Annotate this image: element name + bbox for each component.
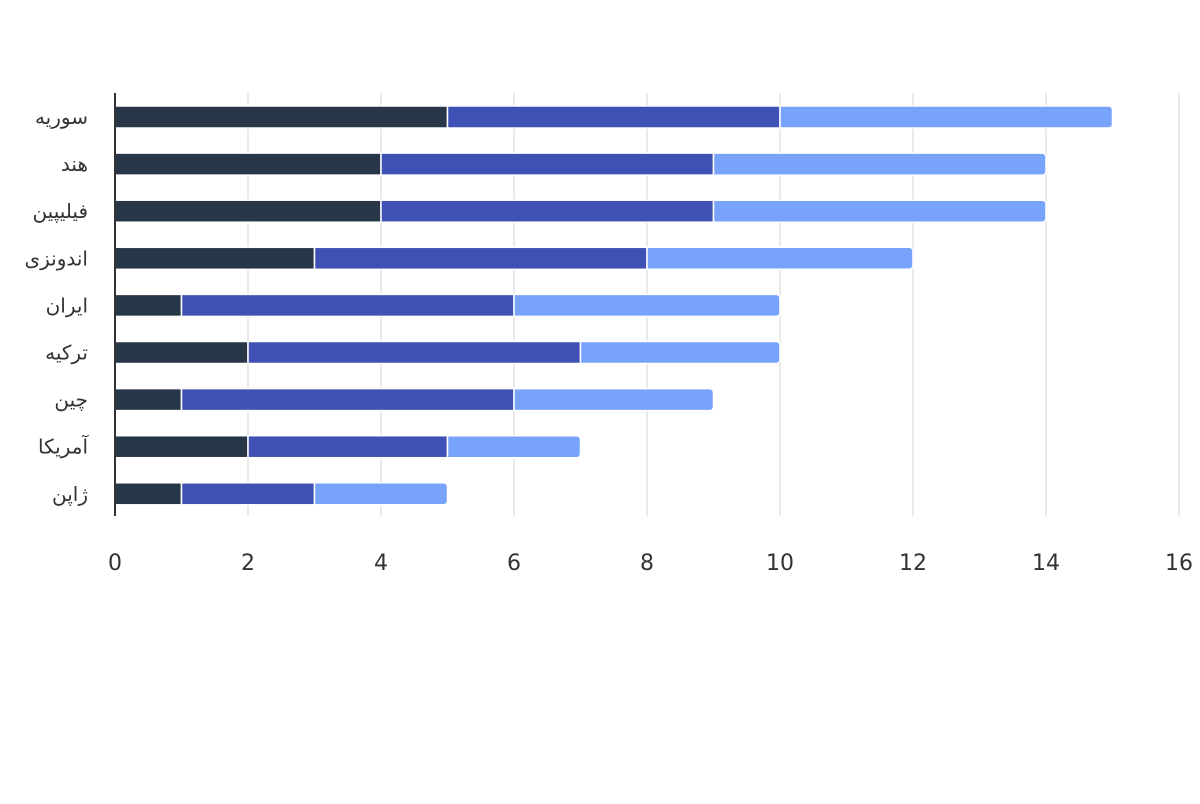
bar-segment xyxy=(180,293,515,318)
y-tick-label: سوریه xyxy=(35,105,88,129)
y-tick-label: آمریکا xyxy=(38,434,89,459)
bar-layer xyxy=(114,105,1114,506)
bar-segment xyxy=(114,293,183,318)
bar-segment xyxy=(114,246,316,271)
y-tick-label: ایران xyxy=(46,293,88,317)
bar-segment xyxy=(446,105,781,129)
x-tick-label: 14 xyxy=(1032,551,1060,576)
bar-segment xyxy=(712,152,1047,176)
bar-segment xyxy=(114,152,382,176)
bar-segment xyxy=(180,387,515,412)
bar-segment xyxy=(114,340,249,365)
y-tick-label: ژاپن xyxy=(52,482,88,507)
bar-segment xyxy=(114,482,183,506)
bar-segment xyxy=(380,199,715,223)
x-tick-label: 2 xyxy=(241,551,255,576)
x-tick-label: 12 xyxy=(899,551,927,576)
x-tick-label: 16 xyxy=(1165,551,1193,576)
bar-segment xyxy=(513,293,781,318)
bar-segment xyxy=(513,387,715,412)
y-tick-labels: سوریه هند فیلیپین اندونزی ایران ترکیه چین آمریک… xyxy=(24,105,89,507)
bar-segment xyxy=(712,199,1047,223)
y-tick-label: اندونزی xyxy=(24,246,88,270)
bar-segment xyxy=(114,105,449,129)
x-tick-label: 4 xyxy=(374,551,388,576)
x-tick-label: 8 xyxy=(640,551,654,576)
bar-segment xyxy=(579,340,781,365)
bar-segment xyxy=(114,434,249,459)
bar-segment xyxy=(646,246,914,271)
bar-segment xyxy=(247,434,449,459)
x-tick-label: 6 xyxy=(507,551,521,576)
y-tick-label: چین xyxy=(54,388,88,412)
bar-segment xyxy=(779,105,1114,129)
bar-segment xyxy=(114,199,382,223)
y-tick-label: هند xyxy=(61,152,88,176)
bar-segment xyxy=(446,434,582,459)
x-tick-label: 0 xyxy=(108,551,122,576)
y-tick-label: فیلیپین xyxy=(32,199,88,224)
bar-segment xyxy=(380,152,715,176)
bar-segment xyxy=(114,387,183,412)
bar-segment xyxy=(313,246,648,271)
bar-segment xyxy=(247,340,582,365)
y-tick-label: ترکیه xyxy=(45,341,88,365)
bar-segment xyxy=(180,482,316,506)
bar-segment xyxy=(313,482,449,506)
x-tick-label: 10 xyxy=(766,551,794,576)
x-tick-labels: 0 2 4 6 8 10 12 14 16 xyxy=(108,551,1193,576)
